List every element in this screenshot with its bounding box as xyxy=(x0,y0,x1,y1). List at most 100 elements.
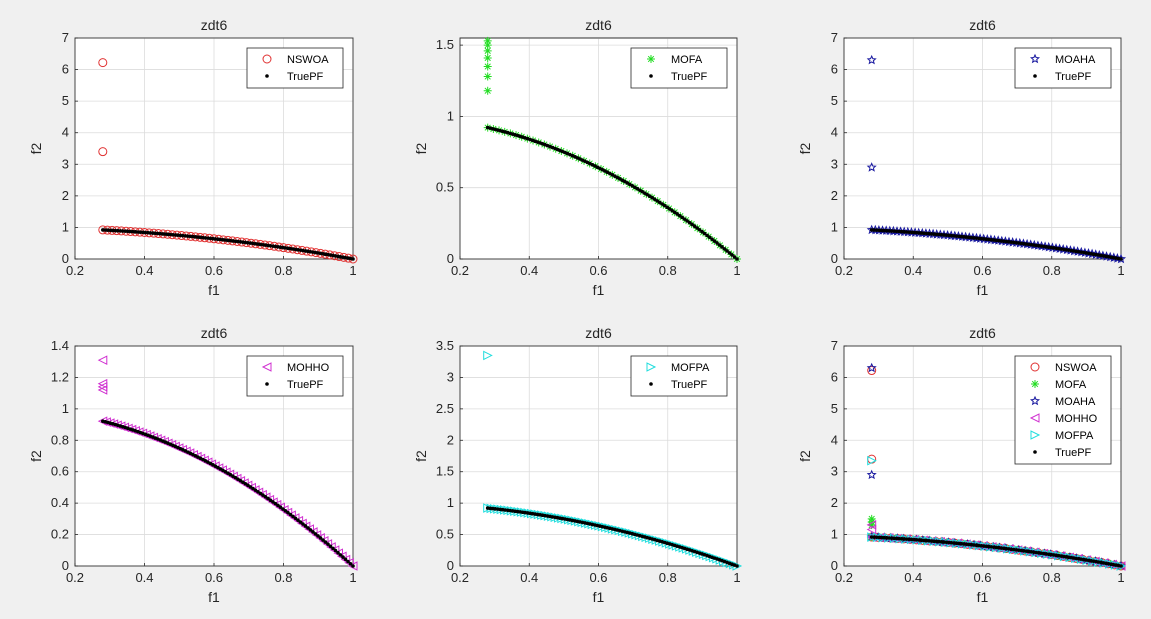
y-tick-label: 0 xyxy=(831,251,838,266)
y-tick-label: 0.5 xyxy=(436,527,454,542)
legend-label: TruePF xyxy=(671,379,708,391)
truepf-point xyxy=(318,536,323,540)
y-tick-label: 1 xyxy=(62,219,69,234)
x-tick-label: 0.6 xyxy=(589,263,607,278)
truepf-point xyxy=(268,498,273,502)
asterisk-marker xyxy=(483,62,492,71)
truepf-point xyxy=(303,524,308,528)
legend-label: NSWOA xyxy=(287,54,329,66)
asterisk-marker xyxy=(867,514,876,523)
asterisk-marker xyxy=(483,53,492,62)
truepf-point xyxy=(343,557,348,562)
chart-title: zdt6 xyxy=(585,17,612,33)
y-tick-label: 0.4 xyxy=(51,495,69,510)
x-tick-label: 0.4 xyxy=(520,263,538,278)
y-axis-label: f2 xyxy=(413,450,429,462)
asterisk-marker xyxy=(483,86,492,95)
y-tick-label: 6 xyxy=(831,369,838,384)
truepf-point xyxy=(685,219,689,223)
asterisk-marker xyxy=(483,36,492,45)
triangle-left-marker xyxy=(307,527,318,537)
truepf-point xyxy=(308,528,313,532)
y-tick-label: 2 xyxy=(831,495,838,510)
chart-title: zdt6 xyxy=(969,17,996,33)
triangle-right-marker xyxy=(867,455,877,466)
truepf-point xyxy=(715,241,719,245)
y-tick-label: 4 xyxy=(831,432,838,447)
y-tick-label: 5 xyxy=(62,93,69,108)
truepf-point xyxy=(346,559,350,564)
axes-border xyxy=(843,345,1122,567)
legend: MOFA TruePF xyxy=(630,47,728,89)
triangle-left-marker xyxy=(347,561,358,571)
star-marker xyxy=(1030,395,1040,406)
legend: MOFPA TruePF xyxy=(630,355,728,397)
legend-label: MOHHO xyxy=(287,362,330,374)
asterisk-marker xyxy=(483,46,492,55)
x-tick-label: 1 xyxy=(733,263,740,278)
legend-box xyxy=(630,47,728,89)
triangle-left-marker xyxy=(261,362,272,372)
triangle-right-marker xyxy=(483,503,493,513)
x-tick-label: 1 xyxy=(1117,570,1124,585)
truepf-point xyxy=(1119,564,1123,568)
x-tick-label: 0.2 xyxy=(451,263,469,278)
y-tick-label: 3 xyxy=(831,464,838,479)
y-axis-label: f2 xyxy=(797,142,813,154)
triangle-right-marker xyxy=(1030,430,1041,440)
triangle-left-marker xyxy=(97,355,108,365)
triangle-right-marker xyxy=(867,532,877,542)
x-axis-label: f1 xyxy=(593,282,605,298)
truepf-point xyxy=(727,251,732,255)
y-tick-label: 0.8 xyxy=(51,432,69,447)
y-tick-label: 0 xyxy=(62,251,69,266)
truepf-point xyxy=(336,550,340,555)
triangle-left-marker xyxy=(315,533,325,543)
y-tick-label: 3.5 xyxy=(436,338,454,353)
y-tick-label: 0.5 xyxy=(436,180,454,195)
y-tick-label: 7 xyxy=(62,30,69,45)
x-tick-label: 0.8 xyxy=(274,570,292,585)
circle-marker xyxy=(867,366,877,376)
truepf-point xyxy=(311,530,315,534)
y-tick-label: 1 xyxy=(831,527,838,542)
x-tick-label: 0.8 xyxy=(659,263,677,278)
x-tick-label: 0.4 xyxy=(904,263,922,278)
x-tick-label: 0.4 xyxy=(520,570,538,585)
triangle-left-marker xyxy=(97,385,108,395)
subplot-4: 0.2 0.4 0.6 0.8 100.20.40.60.811.21.4zdt6f1f… xyxy=(28,325,358,605)
x-axis-label: f1 xyxy=(208,589,220,605)
x-tick-label: 0.8 xyxy=(659,570,677,585)
truepf-point xyxy=(283,509,288,513)
legend: NSWOA TruePF xyxy=(246,47,344,89)
y-tick-label: 5 xyxy=(831,401,838,416)
truepf-point xyxy=(710,237,714,242)
truepf-point xyxy=(351,257,355,261)
subplot-2: 0.2 0.4 0.6 0.8 1 0 0.5 1 1.5 zdt6 f1 f2 MOFA TruePF xyxy=(413,17,741,298)
axes-border xyxy=(459,345,738,567)
asterisk-marker xyxy=(483,72,492,81)
x-tick-label: 1 xyxy=(349,570,356,585)
y-tick-label: 0 xyxy=(62,558,69,573)
x-tick-label: 0.2 xyxy=(835,263,853,278)
y-tick-label: 4 xyxy=(62,125,69,140)
truepf-point xyxy=(348,561,353,566)
truepf-point xyxy=(333,548,338,553)
series-layer xyxy=(483,350,743,571)
truepf-point xyxy=(301,522,305,526)
truepf-point xyxy=(697,228,702,232)
axes-border xyxy=(843,37,1122,260)
truepf-point xyxy=(331,546,335,551)
y-tick-label: 3 xyxy=(62,156,69,171)
legend-box xyxy=(1014,47,1112,89)
y-tick-label: 1.5 xyxy=(436,464,454,479)
circle-marker xyxy=(262,54,272,64)
truepf-point xyxy=(705,233,709,238)
truepf-point xyxy=(286,510,290,515)
x-tick-label: 0.2 xyxy=(66,263,84,278)
truepf-point xyxy=(700,229,704,234)
circle-marker xyxy=(98,58,108,68)
dot-marker xyxy=(1033,74,1037,78)
dot-marker xyxy=(649,382,653,386)
series-layer xyxy=(866,362,1127,571)
